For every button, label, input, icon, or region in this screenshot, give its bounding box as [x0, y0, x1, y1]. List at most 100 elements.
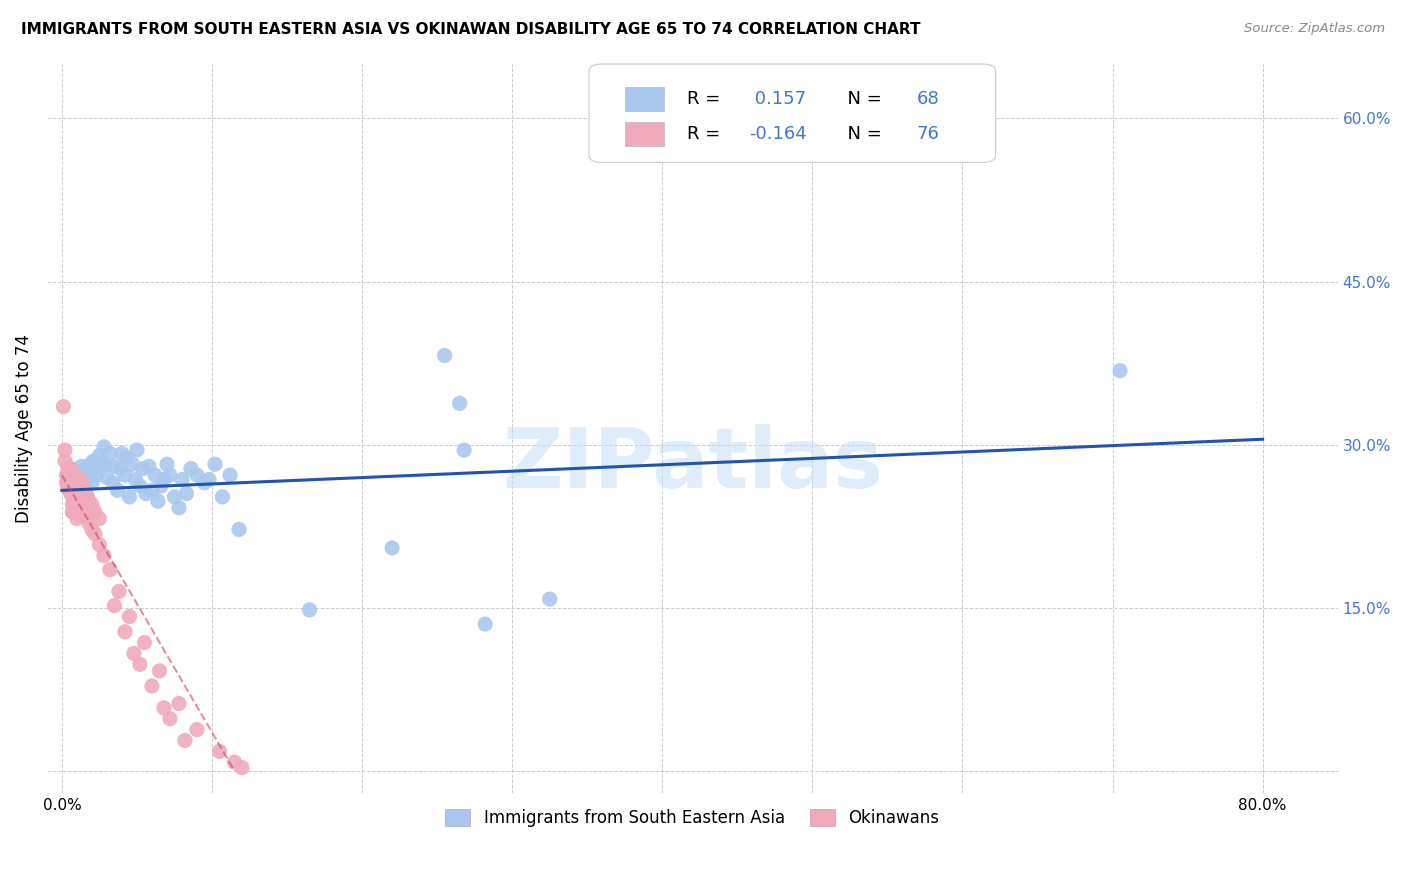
Point: [65, 486, 87, 500]
Point: [70, 491, 93, 506]
Point: [63, 494, 86, 508]
Point: [56, 461, 79, 475]
Text: ZIPatlas: ZIPatlas: [502, 425, 883, 505]
Point: [208, 744, 231, 758]
Point: [82, 454, 104, 468]
FancyBboxPatch shape: [626, 87, 664, 112]
Point: [58, 475, 80, 490]
Point: [132, 461, 155, 475]
Point: [67, 468, 90, 483]
Point: [111, 446, 134, 460]
Point: [122, 647, 145, 661]
Y-axis label: Disability Age 65 to 74: Disability Age 65 to 74: [15, 334, 32, 523]
Point: [86, 468, 108, 483]
Point: [159, 712, 181, 726]
Point: [59, 473, 82, 487]
Point: [80, 475, 103, 490]
Point: [121, 457, 143, 471]
Point: [167, 500, 190, 515]
Point: [65, 475, 87, 490]
Point: [159, 468, 181, 483]
Text: N =: N =: [835, 90, 887, 109]
Point: [98, 446, 121, 460]
Point: [143, 468, 166, 483]
Point: [60, 498, 83, 512]
Point: [125, 443, 148, 458]
Point: [60, 468, 83, 483]
Point: [67, 505, 90, 519]
Point: [170, 473, 193, 487]
Point: [56, 470, 79, 484]
Point: [55, 468, 77, 483]
Text: N =: N =: [835, 126, 887, 144]
Point: [58, 468, 80, 483]
Point: [101, 475, 124, 490]
Point: [103, 599, 125, 613]
Point: [63, 505, 86, 519]
Point: [72, 498, 94, 512]
Point: [89, 511, 111, 525]
Point: [59, 479, 82, 493]
Point: [134, 635, 156, 649]
Point: [70, 459, 93, 474]
Point: [53, 443, 76, 458]
Point: [153, 473, 176, 487]
Point: [96, 470, 118, 484]
Point: [75, 503, 97, 517]
Point: [114, 468, 136, 483]
Text: 0.157: 0.157: [749, 90, 806, 109]
Point: [76, 490, 98, 504]
Point: [108, 584, 131, 599]
Point: [193, 475, 215, 490]
Point: [73, 483, 96, 498]
Point: [90, 459, 112, 474]
Point: [129, 479, 152, 493]
Point: [103, 459, 125, 474]
Point: [129, 657, 152, 672]
Point: [180, 461, 202, 475]
Point: [75, 486, 97, 500]
Point: [55, 475, 77, 490]
FancyBboxPatch shape: [626, 122, 664, 146]
Point: [84, 505, 107, 519]
Point: [66, 470, 89, 484]
Point: [224, 755, 246, 769]
Point: [60, 490, 83, 504]
Point: [70, 475, 93, 490]
Point: [449, 396, 471, 410]
Point: [186, 723, 208, 737]
Point: [59, 486, 82, 500]
Point: [80, 523, 103, 537]
Point: [298, 603, 321, 617]
Point: [98, 563, 121, 577]
FancyBboxPatch shape: [589, 64, 995, 162]
Point: [73, 500, 96, 515]
Point: [58, 483, 80, 498]
Point: [453, 443, 475, 458]
Point: [211, 490, 233, 504]
Point: [94, 457, 117, 471]
Point: [163, 490, 186, 504]
Point: [115, 450, 138, 465]
Point: [118, 490, 141, 504]
Point: [73, 468, 96, 483]
Point: [84, 526, 107, 541]
Point: [110, 461, 132, 475]
Point: [89, 449, 111, 463]
Point: [75, 461, 97, 475]
Point: [63, 483, 86, 498]
Point: [58, 475, 80, 490]
Point: [56, 473, 79, 487]
Point: [186, 468, 208, 483]
Point: [84, 461, 107, 475]
Text: 68: 68: [917, 90, 939, 109]
Point: [76, 508, 98, 523]
Point: [67, 490, 90, 504]
Point: [60, 479, 83, 493]
Point: [114, 624, 136, 639]
Point: [538, 592, 561, 607]
Point: [433, 349, 456, 363]
Point: [60, 475, 83, 490]
Point: [219, 468, 242, 483]
Point: [149, 479, 172, 493]
